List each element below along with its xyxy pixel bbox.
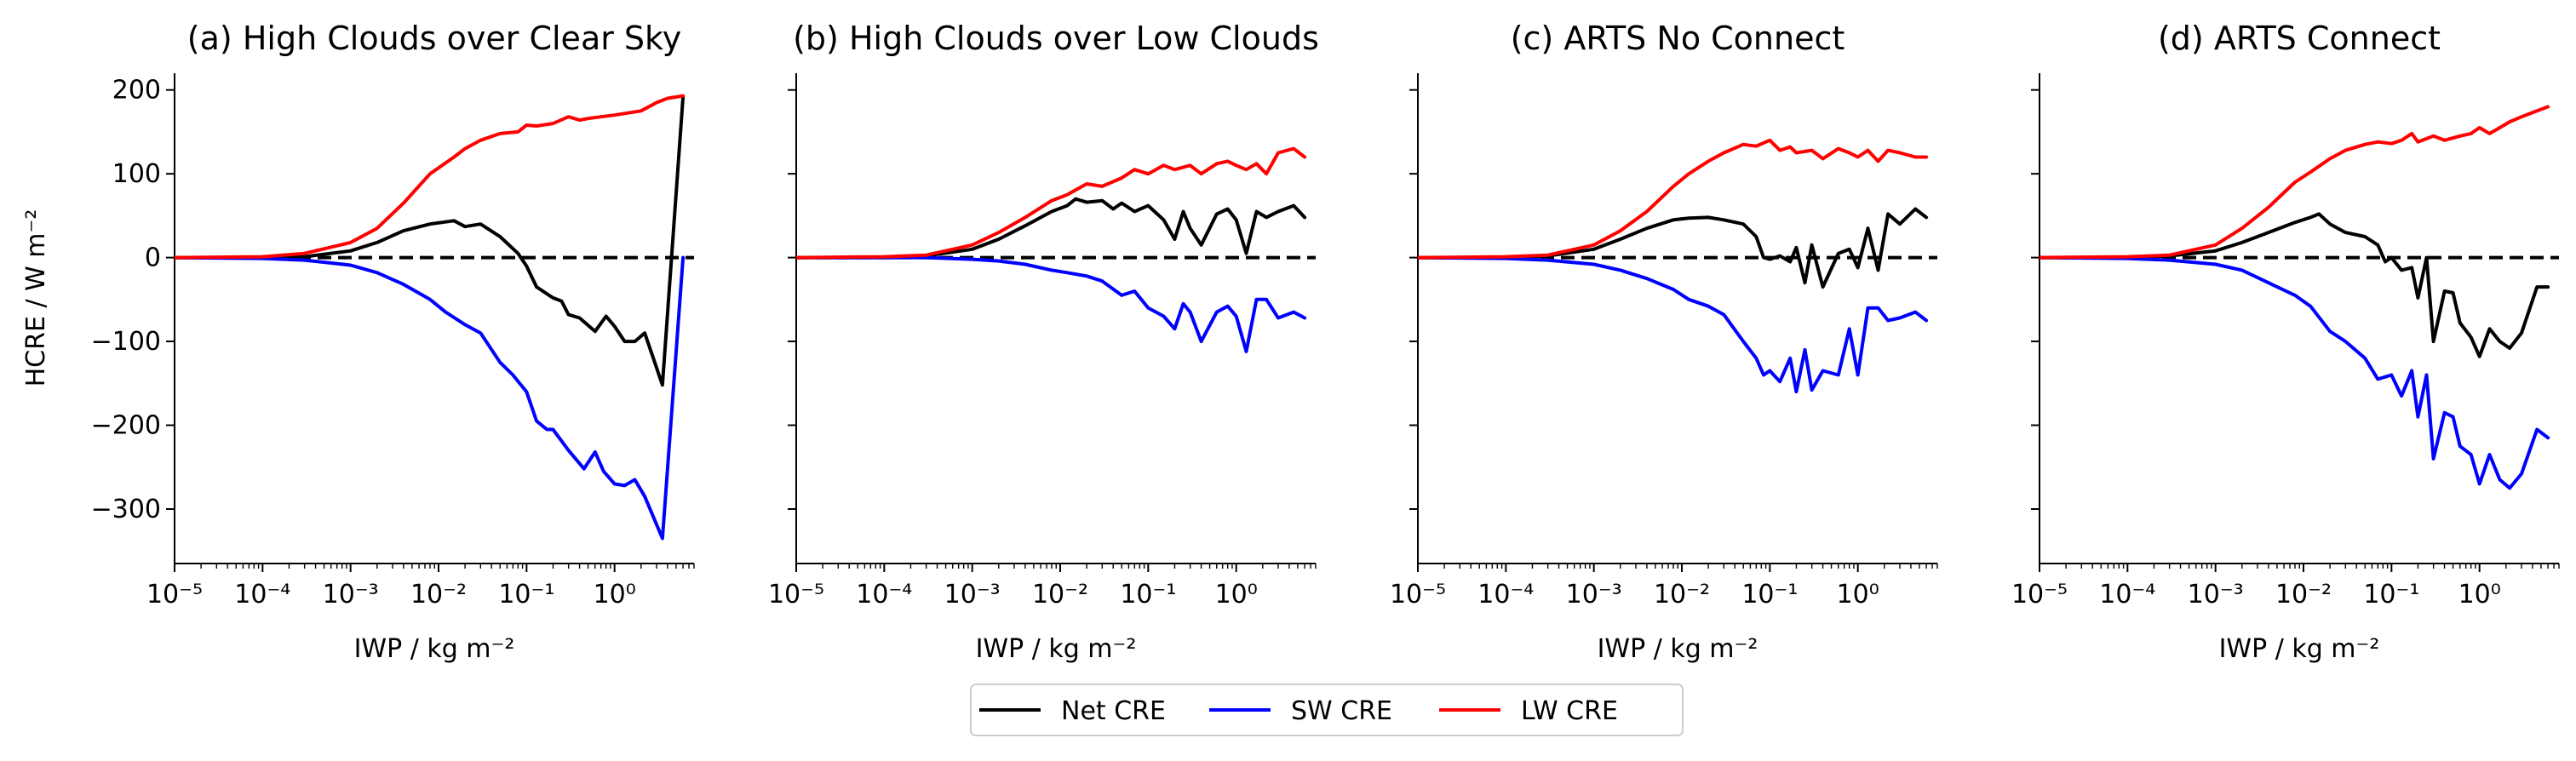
x-tick-label: 10⁻²	[2275, 580, 2332, 609]
x-tick-label: 10⁻¹	[2363, 580, 2419, 609]
panel-title: (d) ARTS Connect	[2158, 20, 2441, 57]
legend-label: Net CRE	[1061, 696, 1166, 726]
x-tick-label: 10⁻¹	[1741, 580, 1798, 609]
x-axis-label: IWP / kg m⁻²	[1598, 634, 1758, 664]
x-tick-label: 10⁻³	[323, 580, 379, 609]
series-group	[1418, 138, 1929, 394]
x-tick-label: 10⁻⁴	[234, 580, 290, 609]
x-tick-label: 10⁻³	[1566, 580, 1622, 609]
series-line-lw-cre	[1418, 138, 1929, 260]
series-line-sw-cre	[175, 255, 686, 541]
panel-c: (c) ARTS No Connect 10⁻⁵ 10⁻⁴ 10⁻³ 10⁻² 10⁻¹ 1…	[1390, 20, 1938, 664]
x-tick-label: 10⁻⁴	[2099, 580, 2155, 609]
x-tick-label: 10⁻²	[410, 580, 467, 609]
panel-title: (b) High Clouds over Low Clouds	[793, 20, 1319, 57]
x-tick-label: 10⁰	[1837, 580, 1879, 609]
series-line-net-cre	[2040, 212, 2550, 358]
series-line-net-cre	[1418, 207, 1929, 289]
x-tick-label: 10⁻¹	[1120, 580, 1176, 609]
x-tick-label: 10⁰	[2458, 580, 2501, 609]
legend: Net CRE SW CRE LW CRE	[970, 684, 1684, 736]
panel-d: (d) ARTS Connect 10⁻⁵ 10⁻⁴ 10⁻³ 10⁻² 10⁻¹ 10⁰ I…	[2011, 20, 2560, 664]
x-tick-label: 10⁻³	[944, 580, 1001, 609]
panels: (a) High Clouds over Clear Sky 200 100 0 −10…	[91, 20, 2560, 664]
y-tick-label: −100	[91, 327, 161, 357]
series-group	[796, 146, 1307, 353]
panel-a: (a) High Clouds over Clear Sky 200 100 0 −10…	[91, 20, 695, 664]
series-line-lw-cre	[2040, 105, 2550, 260]
x-tick-label: 10⁻⁵	[2011, 580, 2068, 609]
y-tick-label: 0	[145, 243, 161, 273]
x-tick-label: 10⁻¹	[498, 580, 554, 609]
panel-title: (a) High Clouds over Clear Sky	[187, 20, 681, 57]
series-line-net-cre	[796, 197, 1307, 260]
x-axis-label: IWP / kg m⁻²	[354, 634, 515, 664]
x-tick-label: 10⁻⁴	[856, 580, 912, 609]
y-tick-label: −200	[91, 411, 161, 441]
legend-box	[970, 684, 1684, 736]
x-axis-label: IWP / kg m⁻²	[2219, 634, 2380, 664]
x-tick-label: 10⁰	[594, 580, 636, 609]
x-tick-label: 10⁻⁵	[146, 580, 203, 609]
series-line-lw-cre	[796, 146, 1307, 260]
series-group	[175, 94, 686, 541]
x-axis-label: IWP / kg m⁻²	[976, 634, 1137, 664]
series-line-net-cre	[175, 94, 686, 387]
series-line-sw-cre	[796, 255, 1307, 353]
y-tick-label: 100	[112, 159, 161, 189]
y-tick-label: 200	[112, 76, 161, 106]
x-tick-label: 10⁰	[1215, 580, 1258, 609]
x-tick-label: 10⁻⁵	[1390, 580, 1446, 609]
x-tick-label: 10⁻²	[1654, 580, 1710, 609]
series-line-sw-cre	[2040, 255, 2550, 490]
x-tick-label: 10⁻⁵	[768, 580, 824, 609]
series-line-lw-cre	[175, 94, 686, 260]
y-tick-label: −300	[91, 495, 161, 524]
x-tick-label: 10⁻³	[2188, 580, 2244, 609]
legend-label: SW CRE	[1291, 696, 1392, 726]
panel-b: (b) High Clouds over Low Clouds 10⁻⁵ 10⁻⁴ 1…	[768, 20, 1319, 664]
x-tick-label: 10⁻²	[1032, 580, 1088, 609]
panel-title: (c) ARTS No Connect	[1511, 20, 1845, 57]
y-axis-label: HCRE / W m⁻²	[21, 209, 51, 387]
legend-label: LW CRE	[1521, 696, 1618, 726]
series-group	[2040, 105, 2550, 490]
x-tick-label: 10⁻⁴	[1477, 580, 1534, 609]
series-line-sw-cre	[1418, 255, 1929, 394]
